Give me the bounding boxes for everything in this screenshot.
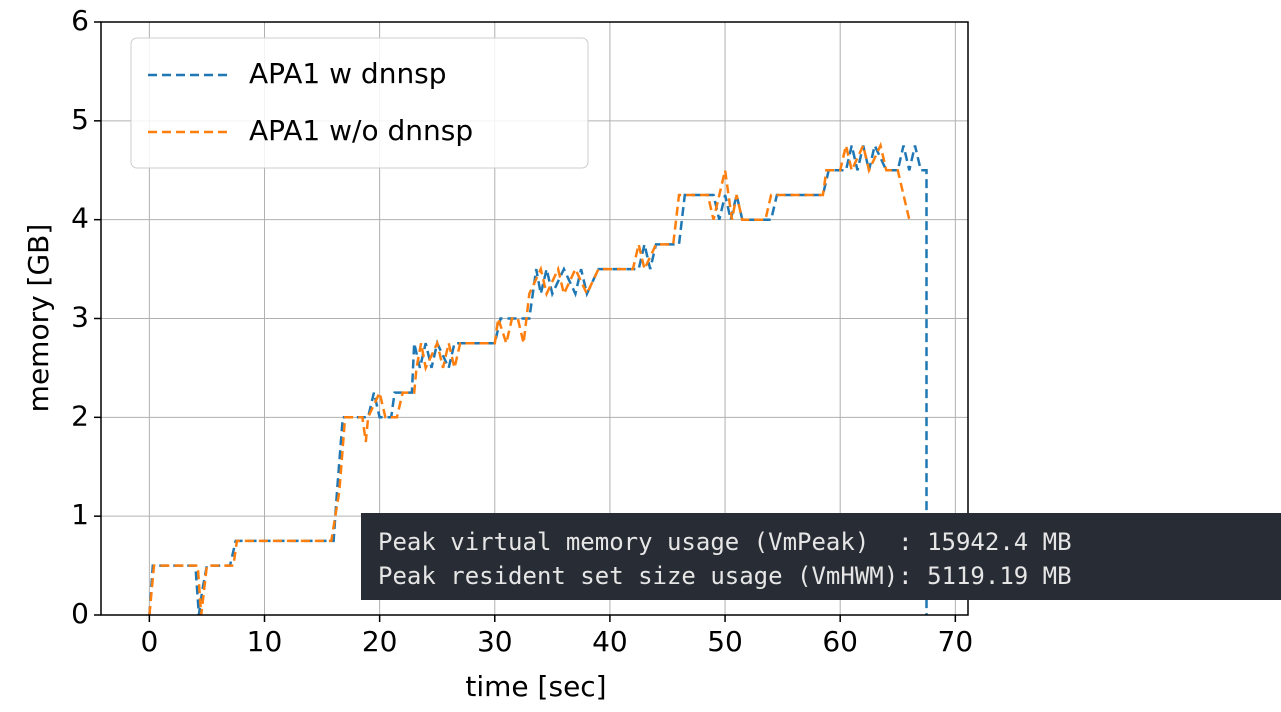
y-tick-label: 3 (71, 301, 89, 334)
legend: APA1 w dnnsp APA1 w/o dnnsp (130, 37, 589, 169)
terminal-line: Peak virtual memory usage (VmPeak) : 159… (378, 528, 1072, 556)
x-tick-label: 40 (592, 625, 628, 658)
terminal-box (361, 513, 1281, 600)
series-line (148, 141, 911, 616)
y-axis-label: memory [GB] (22, 224, 55, 413)
legend-label: APA1 w dnnsp (249, 57, 447, 90)
y-tick-label: 2 (71, 399, 89, 432)
legend-label: APA1 w/o dnnsp (249, 114, 473, 147)
y-tick-label: 4 (71, 202, 89, 235)
y-tick-label: 6 (71, 4, 89, 37)
x-tick-label: 70 (938, 625, 974, 658)
x-tick-label: 20 (362, 625, 398, 658)
ticks: 0 10 20 30 40 50 60 70 0 1 2 3 4 5 6 (71, 4, 973, 658)
x-tick-label: 50 (707, 625, 743, 658)
x-tick-label: 60 (822, 625, 858, 658)
y-tick-label: 5 (71, 103, 89, 136)
lines (148, 141, 928, 616)
y-tick-label: 0 (71, 597, 89, 630)
x-axis-label: time [sec] (465, 670, 606, 703)
x-tick-label: 30 (477, 625, 513, 658)
legend-box (130, 37, 589, 169)
terminal-line: Peak resident set size usage (VmHWM): 51… (378, 562, 1072, 590)
x-tick-label: 0 (140, 625, 158, 658)
x-tick-label: 10 (247, 625, 283, 658)
y-tick-label: 1 (71, 498, 89, 531)
